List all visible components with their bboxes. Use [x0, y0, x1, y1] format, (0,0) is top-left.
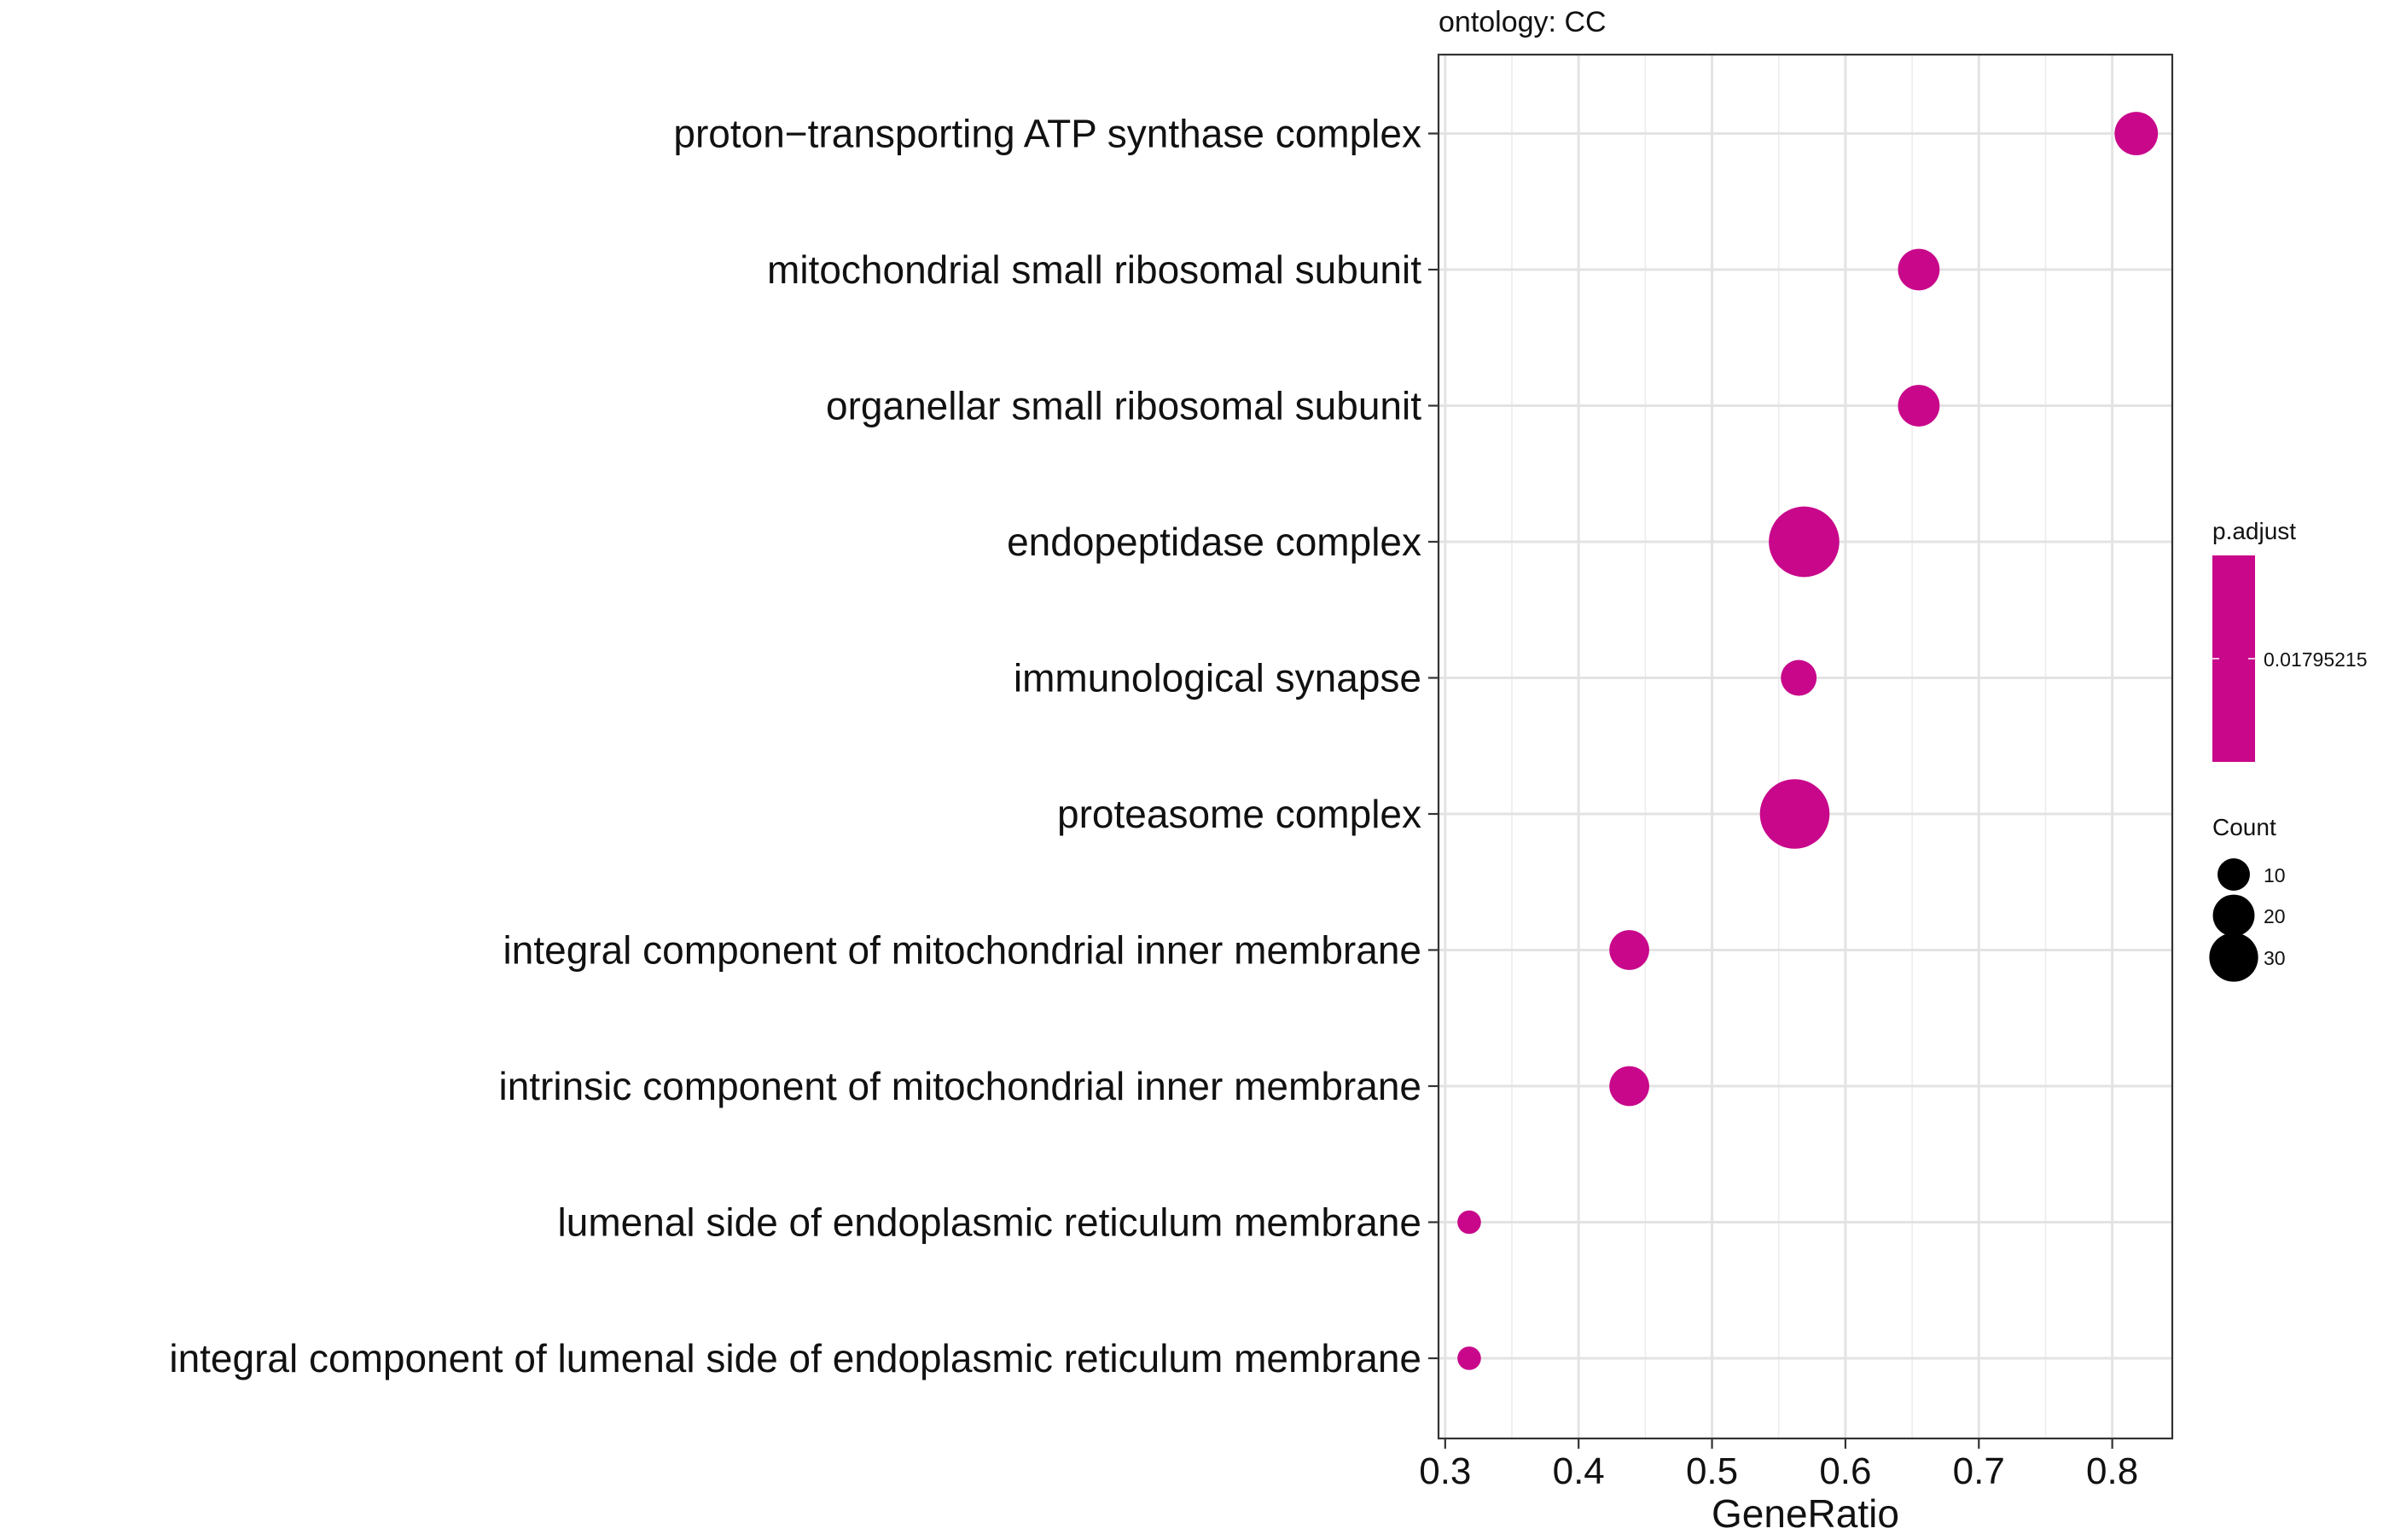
y-tick-label: immunological synapse — [1014, 656, 1421, 700]
facet-label: ontology: CC — [1439, 6, 1607, 38]
size-legend: Count 10 20 30 — [2209, 814, 2286, 982]
x-tick-label: 0.3 — [1419, 1450, 1471, 1492]
major-gridlines-x — [1444, 55, 2114, 1438]
x-axis: 0.3 0.4 0.5 0.6 0.7 0.8 — [1419, 1438, 2138, 1492]
y-tick-label: proteasome complex — [1057, 792, 1421, 836]
data-point — [1898, 248, 1940, 291]
size-legend-label: 10 — [2264, 864, 2286, 886]
panel-border — [1437, 53, 2174, 1440]
data-point — [1457, 1346, 1481, 1370]
data-point — [1609, 930, 1649, 970]
x-tick-label: 0.7 — [1953, 1450, 2005, 1492]
y-tick-label: lumenal side of endoplasmic reticulum me… — [558, 1200, 1421, 1245]
data-point — [2114, 112, 2159, 155]
data-point — [1898, 385, 1940, 427]
y-tick-label: integral component of lumenal side of en… — [169, 1336, 1421, 1380]
x-tick-label: 0.5 — [1686, 1450, 1738, 1492]
y-tick-label: intrinsic component of mitochondrial inn… — [498, 1064, 1421, 1108]
size-legend-items: 10 20 30 — [2209, 858, 2286, 982]
size-legend-title: Count — [2212, 814, 2276, 840]
x-tick-label: 0.6 — [1819, 1450, 1871, 1492]
y-axis: proton−transporting ATP synthase complex… — [169, 112, 1439, 1380]
panel-background — [1439, 55, 2172, 1438]
data-point — [1759, 779, 1830, 849]
size-legend-key — [2209, 933, 2258, 982]
size-legend-key — [2218, 858, 2250, 891]
color-legend-bar — [2212, 555, 2255, 762]
color-legend: p.adjust 0.01795215 — [2212, 518, 2368, 762]
data-point — [1457, 1210, 1481, 1235]
data-points — [1457, 112, 2159, 1370]
data-point — [1781, 660, 1817, 696]
plot-panel — [1437, 53, 2174, 1440]
y-tick-label: integral component of mitochondrial inne… — [503, 928, 1421, 973]
x-tick-label: 0.8 — [2086, 1450, 2138, 1492]
data-point — [1769, 506, 1840, 578]
size-legend-label: 20 — [2264, 905, 2286, 927]
y-tick-label: organellar small ribosomal subunit — [826, 384, 1421, 428]
size-legend-label: 30 — [2264, 947, 2286, 969]
x-tick-label: 0.4 — [1553, 1450, 1605, 1492]
data-point — [1609, 1066, 1649, 1107]
y-tick-label: mitochondrial small ribosomal subunit — [767, 247, 1421, 292]
size-legend-key — [2212, 894, 2255, 937]
y-tick-label: proton−transporting ATP synthase complex — [673, 112, 1421, 156]
x-axis-title: GeneRatio — [1712, 1491, 1899, 1536]
y-tick-label: endopeptidase complex — [1007, 520, 1421, 564]
color-legend-label: 0.01795215 — [2264, 648, 2368, 671]
color-legend-title: p.adjust — [2212, 518, 2296, 544]
